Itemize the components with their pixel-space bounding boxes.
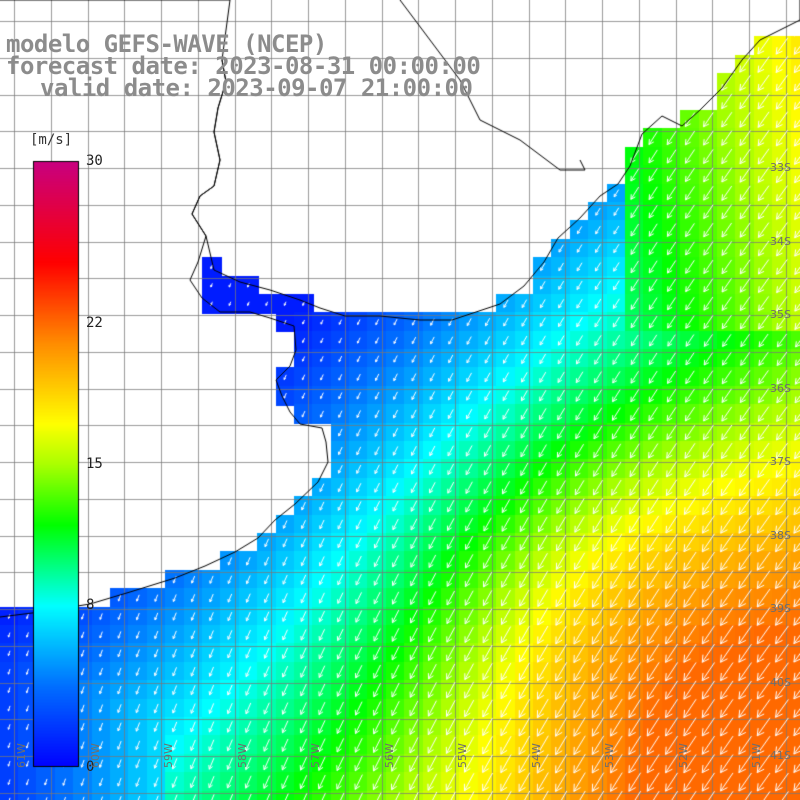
colorbar-tick-label: 0 <box>86 759 95 775</box>
latitude-label: 33S <box>770 161 791 174</box>
latitude-label: 37S <box>770 455 791 468</box>
latitude-label: 34S <box>770 234 791 248</box>
colorbar-tick-label: 22 <box>86 314 103 331</box>
colorbar-tick-label: 30 <box>86 153 103 169</box>
latitude-label: 39S <box>770 602 791 615</box>
colorbar-tick-label: 8 <box>86 597 95 614</box>
longitude-label: 58W <box>235 743 249 768</box>
valid-date: valid date: 2023-09-07 21:00:00 <box>40 74 473 102</box>
longitude-label: 59W <box>162 743 175 768</box>
longitude-label: 60W <box>88 743 102 768</box>
longitude-label: 54W <box>529 743 543 768</box>
forecast-date: forecast date: 2023-08-31 00:00:00 <box>6 52 481 80</box>
longitude-label: 53W <box>603 743 616 768</box>
longitude-label: 52W <box>676 743 690 768</box>
colorbar-unit: [m/s] <box>30 132 73 148</box>
longitude-label: 61W <box>15 743 28 768</box>
latitude-label: 38S <box>770 528 791 542</box>
latitude-label: 40S <box>770 675 791 689</box>
longitude-label: 57W <box>309 743 322 768</box>
longitude-label: 56W <box>382 743 396 768</box>
latitude-label: 41S <box>770 749 791 762</box>
colorbar-tick-label: 15 <box>86 456 103 472</box>
longitude-label: 51W <box>750 743 763 768</box>
model-title: modelo GEFS-WAVE (NCEP) <box>6 30 327 58</box>
latitude-label: 35S <box>770 308 791 321</box>
longitude-label: 55W <box>456 743 469 768</box>
latitude-label: 36S <box>770 381 791 395</box>
